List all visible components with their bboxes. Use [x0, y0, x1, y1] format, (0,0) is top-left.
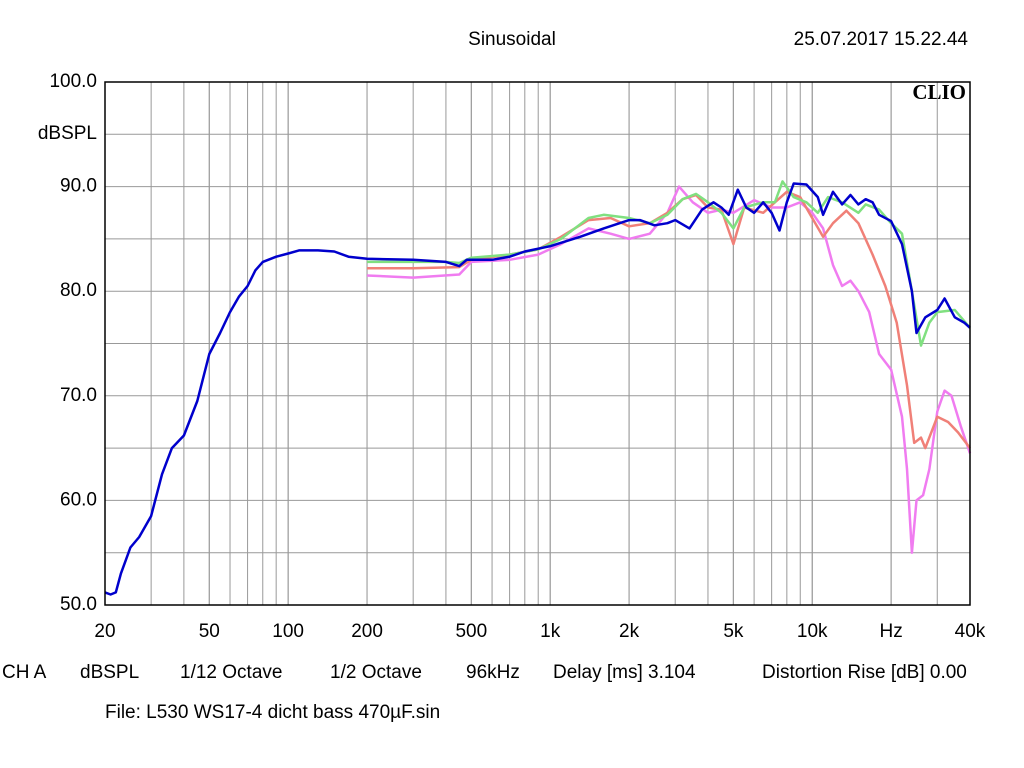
response-line	[366, 185, 972, 554]
lines	[104, 180, 972, 596]
footer-text: 1/12 Octave	[180, 662, 282, 683]
grid	[104, 81, 971, 606]
x-tick-label: 100	[272, 621, 304, 642]
chart-title: Sinusoidal	[468, 29, 556, 50]
x-tick-label: 2k	[619, 621, 640, 642]
footer-text: Delay [ms] 3.104	[553, 662, 696, 683]
x-tick-label: 40k	[955, 621, 986, 642]
date: 25.07.2017 15.22.44	[794, 29, 969, 50]
logo: CLIO	[912, 80, 966, 104]
footer-text: 96kHz	[466, 662, 520, 683]
y-tick-label: 80.0	[60, 280, 97, 301]
footer-text: CH A	[2, 662, 47, 683]
y-tick-label: 70.0	[60, 385, 97, 406]
x-tick-label: Hz	[880, 621, 903, 642]
x-tick-label: 50	[199, 621, 220, 642]
x-tick-label: 10k	[797, 621, 828, 642]
x-tick-label: 1k	[540, 621, 561, 642]
y-tick-label: 90.0	[60, 176, 97, 197]
x-tick-label: 20	[94, 621, 115, 642]
footer-text: dBSPL	[80, 662, 139, 683]
footer-text: 1/2 Octave	[330, 662, 422, 683]
footer-text: Distortion Rise [dB] 0.00	[762, 662, 967, 683]
plot-frame	[104, 81, 971, 606]
y-tick-label: 50.0	[60, 594, 97, 615]
x-tick-label: 500	[455, 621, 487, 642]
y-tick-label: 100.0	[49, 71, 97, 92]
x-tick-label: 5k	[723, 621, 744, 642]
y-tick-label: 60.0	[60, 489, 97, 510]
y-axis-label: dBSPL	[38, 123, 97, 144]
x-tick-label: 200	[351, 621, 383, 642]
response-line	[104, 182, 971, 596]
file-name: File: L530 WS17-4 dicht bass 470µF.sin	[105, 702, 440, 723]
